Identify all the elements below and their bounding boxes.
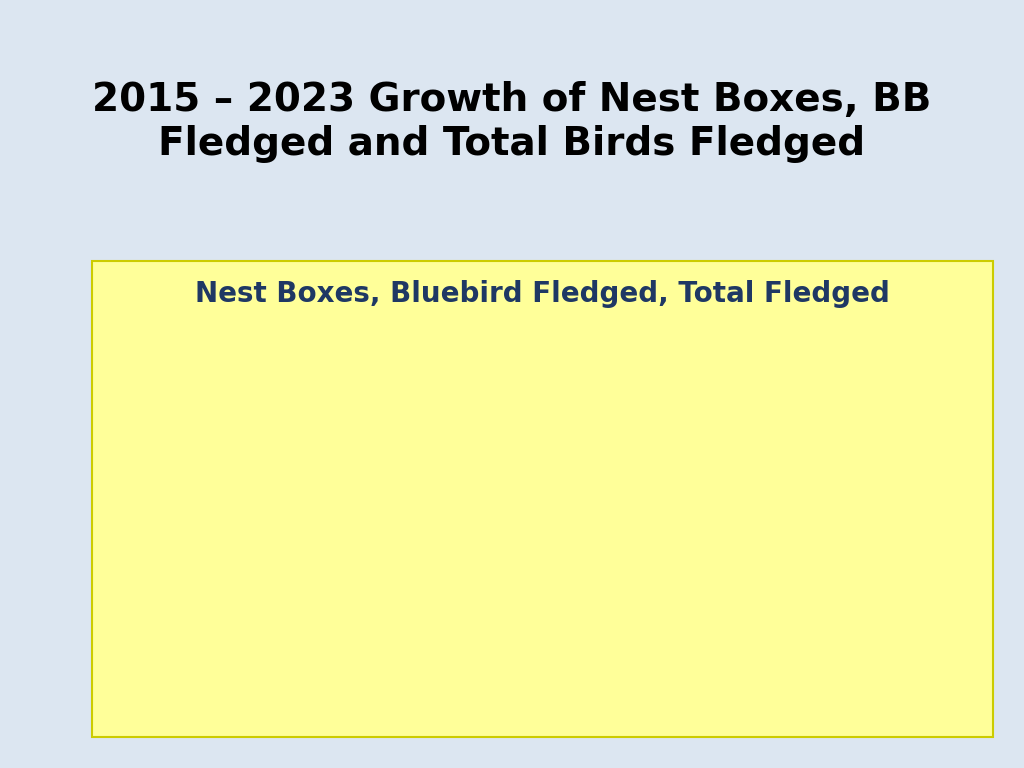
- Bar: [351, 667, 374, 691]
- Text: 1362: 1362: [213, 626, 250, 639]
- Bar: [552, 589, 574, 691]
- Text: 1175: 1175: [699, 633, 736, 646]
- Bar: [795, 644, 818, 691]
- Bar: [617, 652, 640, 691]
- Text: 2419: 2419: [456, 586, 493, 599]
- Bar: [440, 664, 463, 691]
- Text: 2720: 2720: [545, 575, 582, 588]
- Text: 646: 646: [349, 653, 377, 666]
- Bar: [174, 678, 197, 691]
- Bar: [286, 622, 308, 691]
- Text: 7631: 7631: [923, 391, 959, 404]
- Text: 3208: 3208: [479, 557, 516, 570]
- Text: 5554: 5554: [900, 468, 937, 482]
- Legend: Bird Boxes, Bluebirds Fledged, Total Fledged: Bird Boxes, Bluebirds Fledged, Total Fle…: [309, 286, 817, 315]
- Bar: [640, 562, 664, 691]
- Text: 5739: 5739: [835, 462, 870, 475]
- Bar: [930, 405, 952, 691]
- Bar: [486, 571, 509, 691]
- Text: 1253: 1253: [788, 630, 824, 643]
- Text: 746: 746: [437, 649, 465, 662]
- Bar: [528, 661, 552, 691]
- Text: 3640: 3640: [722, 541, 759, 554]
- Bar: [197, 656, 220, 691]
- Text: 3720: 3720: [568, 538, 604, 551]
- Text: Nest Boxes, Bluebird Fledged, Total Fledged: Nest Boxes, Bluebird Fledged, Total Fled…: [196, 280, 890, 308]
- Text: 3980: 3980: [811, 528, 848, 541]
- Text: 1053: 1053: [610, 637, 647, 650]
- Bar: [262, 672, 286, 691]
- Bar: [664, 522, 686, 691]
- Text: 4496: 4496: [656, 508, 693, 521]
- Text: 1578: 1578: [877, 618, 913, 631]
- Text: 3435: 3435: [634, 548, 671, 561]
- Text: 945: 945: [195, 641, 222, 654]
- Bar: [729, 554, 753, 691]
- Bar: [220, 640, 243, 691]
- Bar: [308, 599, 332, 691]
- Bar: [818, 542, 841, 691]
- Bar: [753, 497, 775, 691]
- Text: 2455: 2455: [302, 585, 338, 598]
- Bar: [707, 647, 729, 691]
- Bar: [574, 551, 598, 691]
- Text: 1852: 1852: [279, 607, 315, 621]
- Bar: [397, 578, 420, 691]
- Bar: [906, 483, 930, 691]
- Text: 2015 – 2023 Growth of Nest Boxes, BB
Fledged and Total Birds Fledged: 2015 – 2023 Growth of Nest Boxes, BB Fle…: [92, 81, 932, 163]
- Text: 2235: 2235: [368, 593, 404, 606]
- Text: 516: 516: [260, 657, 288, 670]
- Bar: [841, 476, 864, 691]
- Bar: [374, 607, 397, 691]
- Bar: [463, 601, 486, 691]
- Bar: [884, 632, 906, 691]
- Text: 805: 805: [526, 647, 554, 660]
- Text: 5180: 5180: [745, 483, 782, 496]
- Text: 351: 351: [171, 664, 199, 677]
- Text: 3002: 3002: [390, 564, 427, 578]
